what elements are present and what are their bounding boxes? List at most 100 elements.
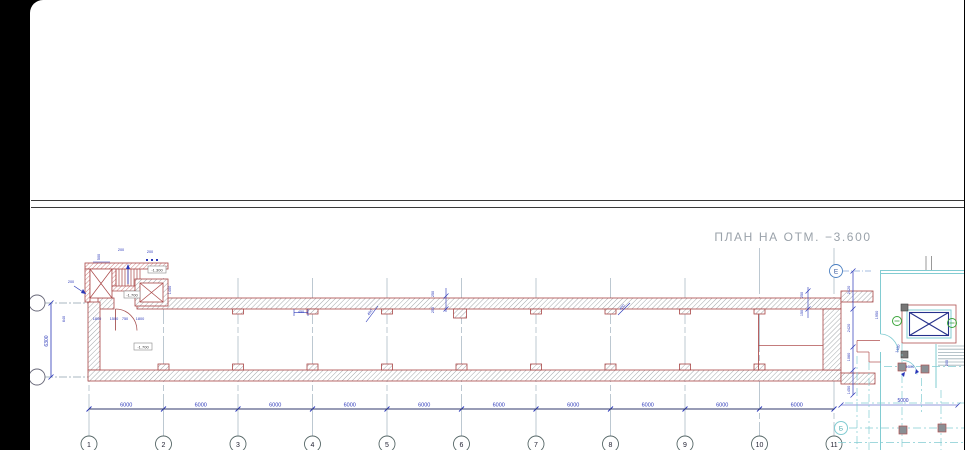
pier: [604, 308, 617, 315]
dim-annotation: 1800: [136, 317, 144, 321]
wall-piers: [157, 308, 766, 371]
pier: [604, 363, 617, 371]
axis-bubble: [751, 435, 768, 450]
dim-annotation: 250: [800, 292, 804, 298]
pier: [753, 308, 766, 315]
dim-label: 6000: [195, 403, 207, 409]
level-labels: -1.300 -1.700 -1.700: [123, 265, 167, 351]
axis-bubble: [602, 435, 619, 450]
pier: [381, 363, 393, 371]
pier: [381, 308, 393, 315]
column: [900, 350, 909, 359]
axis-bubble: [825, 435, 843, 450]
dim-annotation: 450: [619, 304, 626, 311]
sheet-divider-line-1: [31, 200, 964, 201]
axis-bubble: [453, 435, 470, 450]
pier: [455, 363, 468, 371]
dim-annotation: 640: [62, 316, 66, 322]
door-swing-arc: [115, 308, 138, 331]
pier: [530, 363, 542, 371]
dim-label: 6000: [269, 403, 281, 409]
dim-label: 6000: [567, 403, 579, 409]
dim-annotation: 150: [800, 310, 804, 316]
dim-annotation: 1950: [875, 311, 879, 319]
sheet-divider-line-2: [31, 207, 964, 209]
dim-annotation: 5000: [897, 398, 908, 404]
pier: [453, 308, 467, 319]
dim-annotation: 200: [118, 248, 124, 252]
axis-number: 9: [683, 442, 687, 449]
axis-bubble: [676, 435, 694, 450]
plan-title: ПЛАН НА ОТМ. −3.600: [714, 230, 871, 244]
dim-label: 6000: [716, 403, 728, 409]
dim-annotation: 450: [298, 310, 304, 314]
axis-number: 5: [385, 442, 389, 449]
axis-bubble: [80, 435, 98, 450]
dim-annotation: 1500: [110, 317, 118, 321]
hall-annotations: [93, 261, 811, 323]
left-black-bar: [0, 0, 30, 450]
dim-annotation: 1500: [906, 365, 914, 369]
column: [900, 303, 909, 312]
dim-annotation: 500: [97, 254, 101, 260]
dim-annotation: 6300: [44, 335, 50, 346]
pier: [530, 308, 542, 315]
axis-number: 2: [162, 442, 166, 449]
column: [920, 364, 930, 374]
right-axis: Е: [829, 264, 872, 398]
dim-label: 6000: [493, 403, 505, 409]
horizontal-axis-lines: [28, 294, 92, 386]
pier: [157, 363, 170, 371]
interior-partition: [758, 314, 823, 370]
green-marker-icon: [892, 316, 902, 326]
dim-annotation: 450: [367, 309, 374, 316]
column: [937, 423, 947, 433]
axis-bubble: [527, 435, 545, 450]
axis-number: 4: [311, 442, 315, 449]
dim-annotation: 2420: [847, 286, 851, 294]
axis-bubble-B: [834, 421, 848, 435]
dim-annotation: 250: [431, 291, 435, 297]
level-label: -1.300: [151, 267, 163, 272]
dim-label: 6000: [120, 403, 132, 409]
dim-annotation: 750: [122, 317, 128, 321]
dim-annotation: 200: [68, 280, 74, 284]
axis-bubble: [304, 435, 321, 450]
dim-annotation: 2420: [847, 324, 851, 332]
left-axis-bubble: [28, 368, 46, 386]
axis-letter: Б: [839, 426, 843, 433]
axis-number: 10: [756, 442, 764, 449]
right-dim-chain: [850, 268, 856, 398]
bottom-dim-line: [89, 402, 961, 410]
dim-annotation: 1450: [847, 386, 851, 394]
axis-number: 3: [236, 442, 240, 449]
pier: [679, 363, 691, 371]
dim-annotation: 200: [147, 250, 153, 254]
pier: [753, 363, 766, 371]
axis-bubble: [378, 435, 396, 450]
axis-number: 11: [830, 442, 837, 449]
left-dim: [48, 300, 54, 380]
dim-label: 6000: [791, 403, 803, 409]
pier: [679, 308, 691, 315]
building-walls: [87, 290, 876, 385]
axis-bubble: [155, 435, 172, 450]
dim-annotation: 1400: [168, 286, 172, 294]
level-label: -1.700: [126, 292, 138, 297]
axis-number: 7: [534, 442, 538, 449]
adjacent-core-overlay: Б: [834, 256, 964, 450]
axis-number: 1: [87, 442, 91, 449]
pier: [232, 308, 244, 315]
axis-bubble: [229, 435, 247, 450]
dim-annotation: 1060: [847, 353, 851, 361]
axis-bubble-E: [829, 264, 843, 278]
axis-number: 8: [609, 442, 613, 449]
level-label: -1.700: [137, 344, 149, 349]
stair-treads: [938, 345, 964, 366]
axis-number: 6: [460, 442, 464, 449]
pier: [306, 363, 319, 371]
dim-annotation: 200: [945, 360, 949, 366]
dim-label: 6000: [642, 403, 654, 409]
